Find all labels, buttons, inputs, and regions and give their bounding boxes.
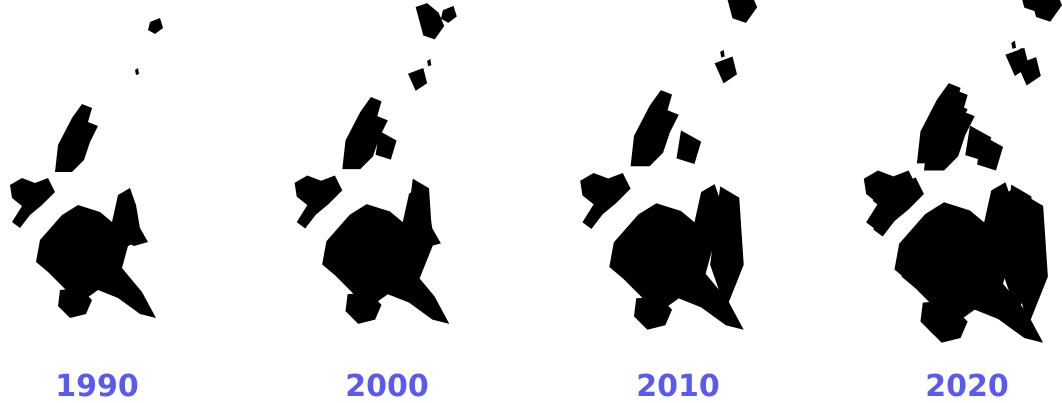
map-panel: 1990 [10, 18, 163, 403]
urban-area [294, 5, 457, 324]
year-label: 2020 [925, 369, 1009, 403]
map-panel: 2010 [580, 0, 758, 403]
map-panel: 2020 [863, 0, 1062, 403]
year-label: 2010 [636, 369, 720, 403]
urban-area [10, 18, 163, 318]
year-label: 1990 [55, 369, 139, 403]
year-label: 2000 [345, 369, 429, 403]
map-panel: 2000 [294, 3, 457, 403]
